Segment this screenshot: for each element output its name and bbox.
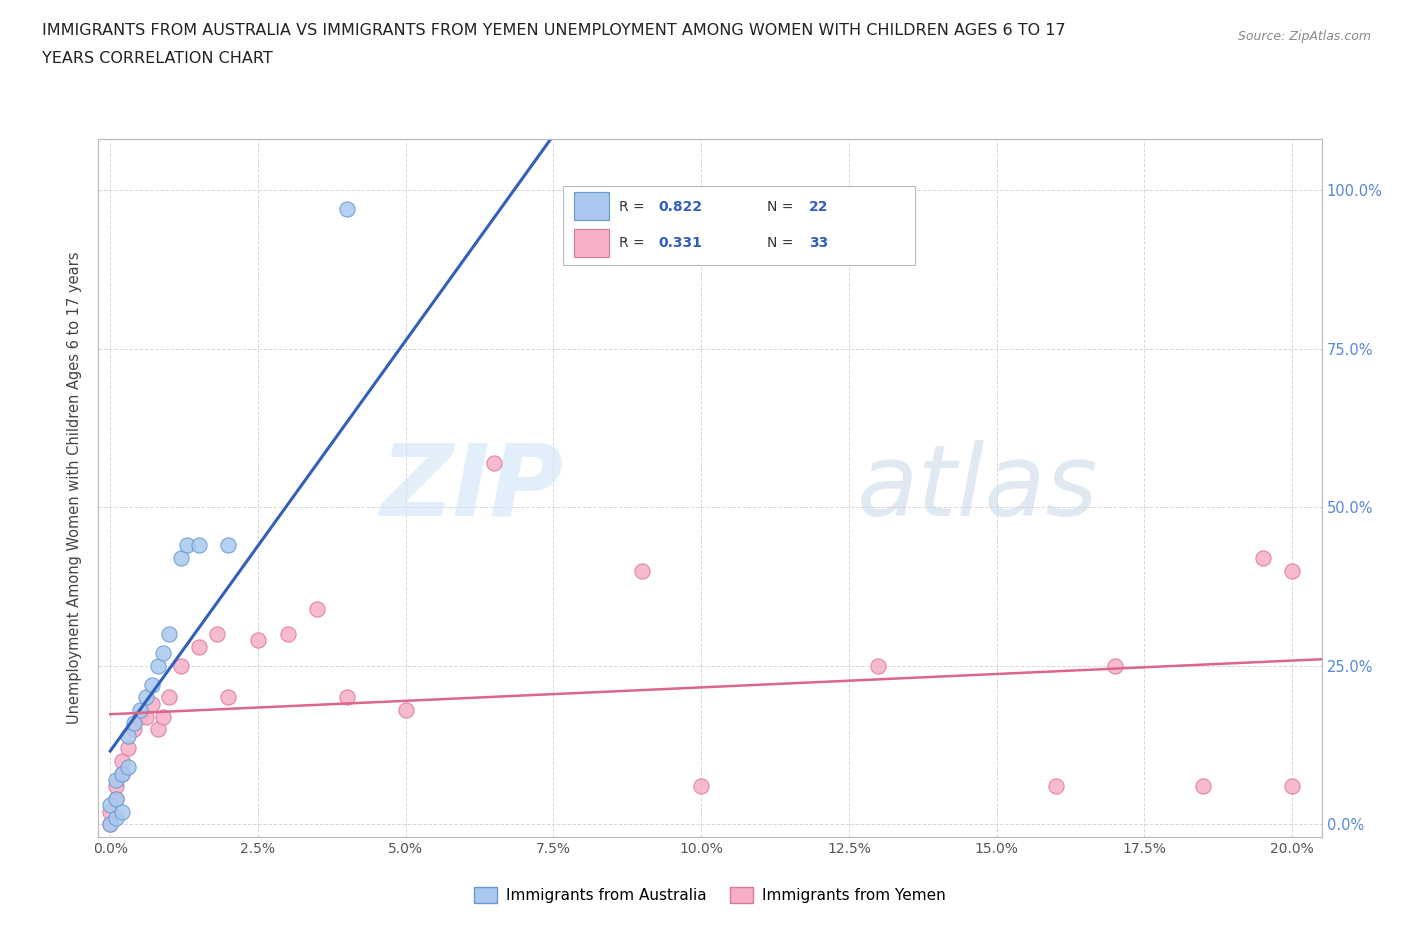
Point (135, 709, 157, 724)
Point (105, 778, 128, 793)
Point (122, 722, 145, 737)
FancyBboxPatch shape (564, 186, 915, 265)
Point (631, 564, 654, 578)
FancyBboxPatch shape (574, 193, 609, 220)
Point (98, 817, 121, 831)
Point (170, 658, 193, 673)
Point (141, 677, 163, 692)
Point (1045, 778, 1067, 793)
Point (187, 538, 209, 552)
Point (128, 709, 150, 724)
Point (111, 804, 134, 819)
Point (205, 627, 228, 642)
Text: ZIP: ZIP (380, 440, 564, 537)
FancyBboxPatch shape (574, 230, 609, 258)
Point (152, 645, 174, 660)
Point (135, 690, 157, 705)
Point (141, 697, 163, 711)
Point (146, 722, 169, 737)
Point (98, 817, 121, 831)
Text: atlas: atlas (856, 440, 1098, 537)
Text: 22: 22 (810, 200, 828, 214)
Point (217, 538, 239, 552)
Point (111, 753, 134, 768)
Point (1104, 658, 1126, 673)
Point (307, 602, 329, 617)
Point (276, 627, 298, 642)
Text: R =: R = (620, 200, 650, 214)
Point (105, 791, 128, 806)
Point (111, 766, 134, 781)
Point (105, 811, 128, 826)
Point (117, 728, 139, 743)
Point (690, 778, 713, 793)
Point (868, 658, 890, 673)
Point (1281, 778, 1303, 793)
Point (602, 202, 624, 217)
Point (1192, 778, 1215, 793)
Point (336, 202, 359, 217)
Point (152, 709, 174, 724)
Text: 0.822: 0.822 (658, 200, 702, 214)
Point (484, 456, 506, 471)
Legend: Immigrants from Australia, Immigrants from Yemen: Immigrants from Australia, Immigrants fr… (468, 882, 952, 910)
Point (111, 766, 134, 781)
Text: N =: N = (768, 200, 797, 214)
Point (98, 804, 121, 819)
Point (117, 760, 139, 775)
Point (395, 703, 418, 718)
Point (246, 633, 269, 648)
Point (157, 627, 180, 642)
Point (187, 639, 209, 654)
Point (98, 798, 121, 813)
Y-axis label: Unemployment Among Women with Children Ages 6 to 17 years: Unemployment Among Women with Children A… (67, 252, 83, 724)
Point (157, 690, 180, 705)
Point (1281, 564, 1303, 578)
Point (122, 715, 145, 730)
Text: IMMIGRANTS FROM AUSTRALIA VS IMMIGRANTS FROM YEMEN UNEMPLOYMENT AMONG WOMEN WITH: IMMIGRANTS FROM AUSTRALIA VS IMMIGRANTS … (42, 23, 1066, 38)
Point (170, 551, 193, 565)
Point (336, 690, 359, 705)
Point (128, 703, 150, 718)
Text: 0.331: 0.331 (658, 236, 702, 250)
Point (217, 690, 239, 705)
Point (105, 773, 128, 788)
Text: N =: N = (768, 236, 797, 250)
Point (146, 658, 169, 673)
Point (176, 538, 198, 552)
Text: R =: R = (620, 236, 650, 250)
Point (1251, 551, 1274, 565)
Text: Source: ZipAtlas.com: Source: ZipAtlas.com (1237, 30, 1371, 43)
Point (105, 791, 128, 806)
Point (117, 741, 139, 756)
Text: 33: 33 (810, 236, 828, 250)
Text: YEARS CORRELATION CHART: YEARS CORRELATION CHART (42, 51, 273, 66)
